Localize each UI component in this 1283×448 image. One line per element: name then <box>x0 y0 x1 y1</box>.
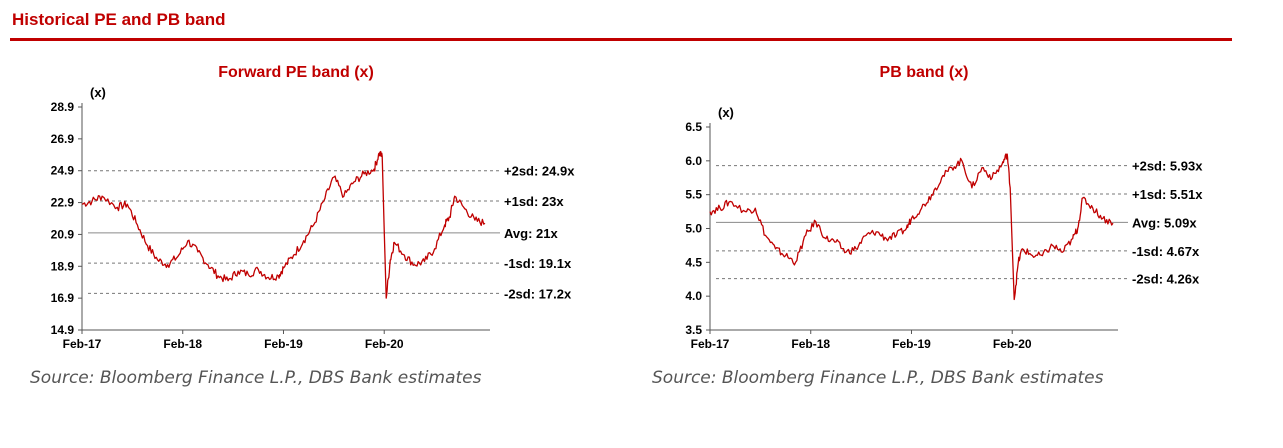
band-label: +1sd: 23x <box>504 194 564 209</box>
band-label: -1sd: 4.67x <box>1132 244 1200 259</box>
pb-band-svg: PB band (x)(x)6.56.05.55.04.54.03.5Feb-1… <box>685 64 1203 351</box>
y-tick-label: 26.9 <box>51 132 75 146</box>
y-tick-label: 6.0 <box>685 154 702 168</box>
y-tick-label: 14.9 <box>51 323 75 337</box>
y-tick-label: 4.5 <box>685 255 702 269</box>
band-label: -2sd: 4.26x <box>1132 272 1200 287</box>
pe-source-note: Source: Bloomberg Finance L.P., DBS Bank… <box>30 368 482 388</box>
pb-band-chart: PB band (x) (x) 6.5 6.0 5.5 5.0 4.5 4.0 3.5 Feb-1… <box>648 55 1228 355</box>
y-tick-label: 6.5 <box>685 120 702 134</box>
x-tick-label: Feb-20 <box>993 337 1032 351</box>
y-tick-label: 3.5 <box>685 323 702 337</box>
x-tick-label: Feb-18 <box>163 337 202 351</box>
y-tick-label: 18.9 <box>51 259 75 273</box>
band-label: Avg: 5.09x <box>1132 215 1197 230</box>
chart-title: Forward PE band (x) <box>218 64 374 81</box>
y-tick-label: 5.0 <box>685 222 702 236</box>
x-tick-label: Feb-19 <box>892 337 931 351</box>
y-tick-label: 24.9 <box>51 164 75 178</box>
y-tick-label: 28.9 <box>51 100 75 114</box>
chart-title: PB band (x) <box>880 64 969 81</box>
band-label: Avg: 21x <box>504 226 558 241</box>
y-axis-unit-label: (x) <box>718 105 734 120</box>
y-tick-label: 22.9 <box>51 196 75 210</box>
y-tick-label: 20.9 <box>51 227 75 241</box>
x-tick-label: Feb-17 <box>63 337 102 351</box>
section-rule <box>10 38 1232 41</box>
band-label: +1sd: 5.51x <box>1132 187 1203 202</box>
x-tick-label: Feb-20 <box>365 337 404 351</box>
series-line <box>709 153 1114 301</box>
band-label: -2sd: 17.2x <box>504 286 572 301</box>
y-tick-label: 4.0 <box>685 289 702 303</box>
band-label: -1sd: 19.1x <box>504 256 572 271</box>
x-tick-label: Feb-19 <box>264 337 303 351</box>
y-tick-label: 16.9 <box>51 291 75 305</box>
pe-band-svg: Forward PE band (x) (x) 28.9 26.9 24.9 22.9 20… <box>51 64 576 351</box>
y-axis-unit-label: (x) <box>90 85 106 100</box>
band-label: +2sd: 5.93x <box>1132 159 1203 174</box>
y-tick-label: 5.5 <box>685 188 702 202</box>
series-line <box>81 150 486 299</box>
pe-band-chart: Forward PE band (x) (x) 28.9 26.9 24.9 22.9 20… <box>20 55 600 355</box>
band-label: +2sd: 24.9x <box>504 164 575 179</box>
pb-source-note: Source: Bloomberg Finance L.P., DBS Bank… <box>652 368 1104 388</box>
x-tick-label: Feb-18 <box>791 337 830 351</box>
section-title: Historical PE and PB band <box>12 10 226 29</box>
x-tick-label: Feb-17 <box>691 337 730 351</box>
